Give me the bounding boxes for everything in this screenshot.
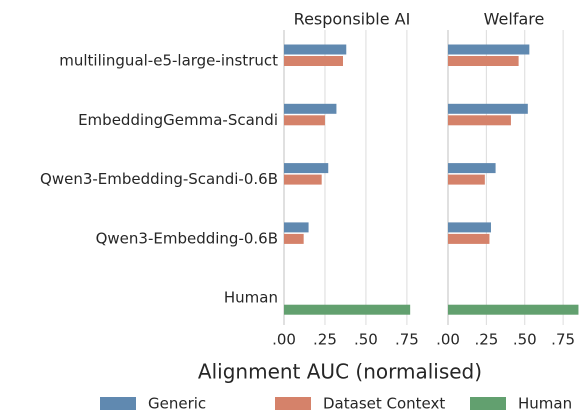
x-tick-label: .00	[272, 331, 296, 349]
bar	[284, 304, 411, 315]
bar	[284, 56, 343, 66]
bar	[284, 44, 347, 55]
bar	[448, 115, 511, 126]
bar	[448, 304, 579, 315]
y-tick-label: Human	[224, 289, 278, 307]
x-tick-label: .25	[313, 331, 337, 349]
bar	[448, 103, 528, 114]
x-tick-label: .75	[551, 331, 575, 349]
y-tick-label: multilingual-e5-large-instruct	[59, 52, 278, 70]
bar	[448, 44, 530, 55]
bar	[284, 115, 325, 126]
y-tick-label: Qwen3-Embedding-0.6B	[96, 229, 278, 247]
bar	[284, 174, 322, 185]
legend-label: Dataset Context	[323, 395, 445, 412]
x-axis-label: Alignment AUC (normalised)	[198, 360, 482, 384]
x-tick-label: .25	[474, 331, 498, 349]
bar	[448, 56, 519, 66]
bar	[448, 163, 496, 174]
legend-label: Generic	[148, 395, 206, 412]
x-tick-label: .50	[513, 331, 537, 349]
bar	[284, 222, 309, 233]
panel-title: Responsible AI	[294, 10, 411, 29]
bar	[448, 174, 485, 185]
y-tick-label: EmbeddingGemma-Scandi	[78, 111, 278, 129]
bar	[284, 233, 304, 244]
legend-swatch	[275, 397, 311, 410]
x-tick-label: .00	[436, 331, 460, 349]
bar	[448, 233, 490, 244]
y-tick-label: Qwen3-Embedding-Scandi-0.6B	[40, 170, 278, 188]
legend-swatch	[100, 397, 136, 410]
bar	[284, 163, 329, 174]
bar	[284, 103, 337, 114]
legend-swatch	[470, 397, 506, 410]
x-tick-label: .75	[395, 331, 419, 349]
panel-title: Welfare	[484, 10, 545, 29]
legend-label: Human	[518, 395, 572, 412]
x-tick-label: .50	[354, 331, 378, 349]
bar	[448, 222, 491, 233]
